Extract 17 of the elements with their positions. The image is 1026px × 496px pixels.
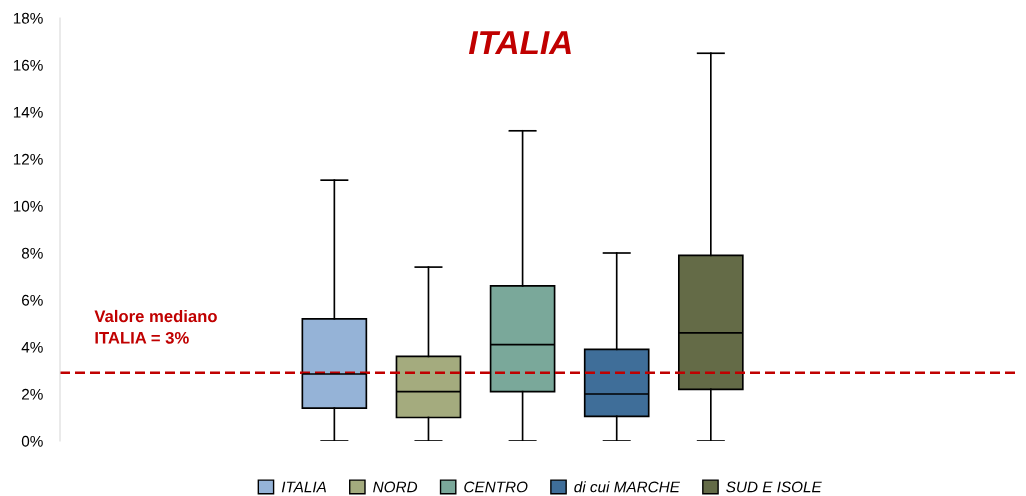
legend-label: CENTRO xyxy=(464,481,528,493)
y-tick-label: 12% xyxy=(13,153,43,165)
legend-label: ITALIA xyxy=(281,481,326,493)
y-tick-label: 2% xyxy=(22,388,43,400)
y-tick-label: 6% xyxy=(22,294,43,306)
legend-label: SUD E ISOLE xyxy=(726,481,822,493)
y-tick-label: 14% xyxy=(13,106,43,118)
y-tick-label: 10% xyxy=(13,200,43,212)
y-tick-label: 4% xyxy=(21,341,43,353)
y-tick-label: 16% xyxy=(13,59,43,71)
ref-line-label: Valore mediano ITALIA = 3% xyxy=(94,309,217,344)
legend-label: NORD xyxy=(373,481,418,493)
y-tick-label: 18% xyxy=(13,12,43,24)
y-tick-label: 8% xyxy=(21,247,43,259)
chart-title: ITALIA xyxy=(468,31,571,55)
y-tick-label: 0% xyxy=(21,435,43,447)
legend-label: di cui MARCHE xyxy=(574,481,681,493)
